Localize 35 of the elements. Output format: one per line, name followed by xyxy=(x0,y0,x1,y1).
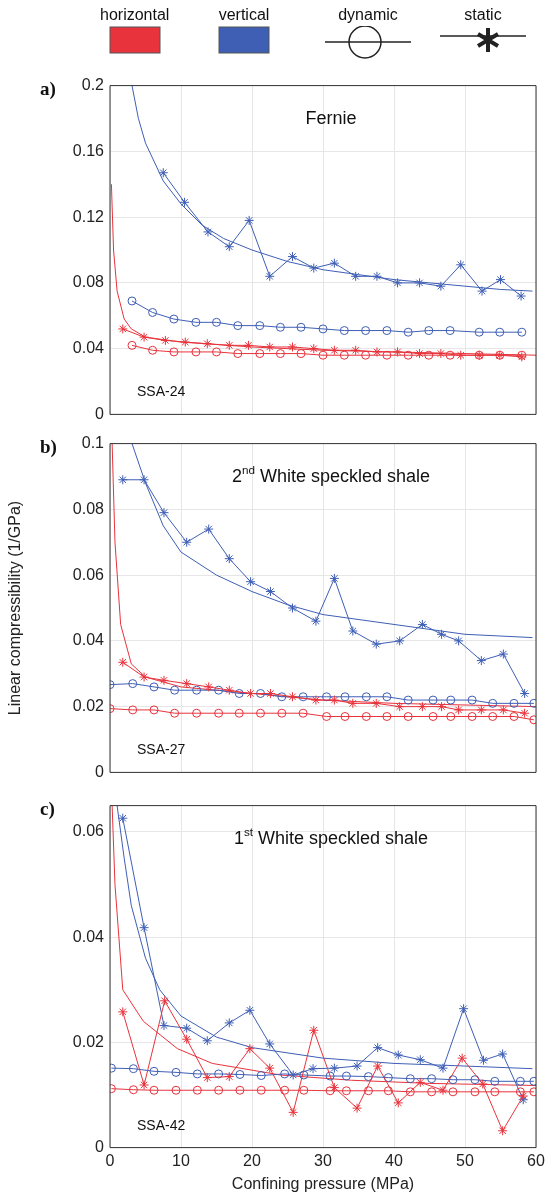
text: horizontal xyxy=(100,6,170,24)
y-axis-title: Linear compressibility (1/GPa) xyxy=(6,500,24,716)
text: vertical xyxy=(218,6,270,24)
annotation: SSA-42 xyxy=(137,1116,186,1133)
y-tick-label: 0.1 xyxy=(81,434,105,452)
y-tick-label: 0.04 xyxy=(72,339,105,357)
text: b) xyxy=(40,435,57,458)
y-tick-label: 0.16 xyxy=(72,141,105,159)
annotation: SSA-27 xyxy=(137,741,186,758)
x-tick-label: 40 xyxy=(385,1151,403,1169)
y-tick-label: 0.2 xyxy=(81,76,105,94)
y-tick-label: 0.04 xyxy=(72,927,105,945)
x-tick-label: 60 xyxy=(527,1151,545,1169)
text: static xyxy=(463,6,503,24)
y-tick-label: 0.12 xyxy=(72,207,105,225)
x-axis-title: Confining pressure (MPa) xyxy=(231,1174,415,1192)
text: c) xyxy=(40,797,55,820)
text: Fernie xyxy=(305,107,357,128)
annotation: SSA-24 xyxy=(137,383,186,400)
y-tick-label: 0.06 xyxy=(72,822,105,840)
y-tick-label: 0.02 xyxy=(72,1032,105,1050)
text: a) xyxy=(40,77,56,100)
x-tick-label: 20 xyxy=(243,1151,261,1169)
y-tick-label: 0 xyxy=(95,1138,105,1156)
y-tick-label: 0 xyxy=(95,762,105,780)
y-tick-label: 0.04 xyxy=(72,631,105,649)
y-tick-label: 0 xyxy=(95,404,105,422)
y-tick-label: 0.08 xyxy=(72,499,105,517)
y-tick-label: 0.02 xyxy=(72,697,105,715)
x-tick-label: 50 xyxy=(456,1151,474,1169)
x-tick-label: 30 xyxy=(314,1151,332,1169)
text: dynamic xyxy=(337,6,399,24)
y-tick-label: 0.08 xyxy=(72,273,105,291)
y-tick-label: 0.06 xyxy=(72,565,105,583)
x-tick-label: 10 xyxy=(172,1151,190,1169)
